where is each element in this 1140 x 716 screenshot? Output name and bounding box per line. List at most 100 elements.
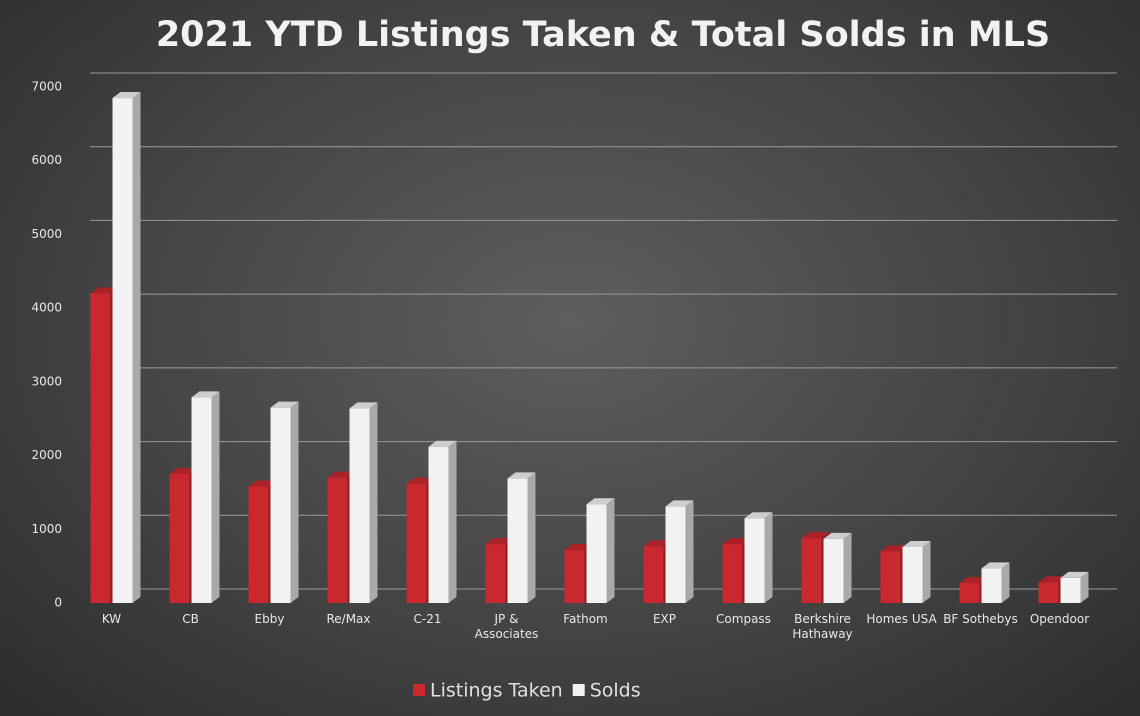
bar <box>981 562 1010 603</box>
bar-face <box>327 477 348 603</box>
bar-face <box>169 468 198 474</box>
bar-face <box>428 446 449 603</box>
legend-label: Listings Taken <box>430 680 563 702</box>
bar-face <box>428 440 457 447</box>
x-tick-label: Opendoor <box>1029 612 1090 626</box>
bar-face <box>922 540 931 603</box>
y-tick-label: 6000 <box>31 153 62 167</box>
bar-face <box>880 545 909 552</box>
bar <box>1060 571 1089 603</box>
y-tick-label: 7000 <box>31 80 62 94</box>
x-tick-label: C-21 <box>413 612 442 626</box>
y-tick-label: 3000 <box>31 374 62 388</box>
bar-face <box>744 512 773 519</box>
bar-face <box>191 397 212 603</box>
y-tick-label: 2000 <box>31 448 62 462</box>
bar-face <box>369 402 378 603</box>
x-tick-label: Fathom <box>563 612 608 626</box>
bar-face <box>823 538 844 603</box>
bar-face <box>981 568 1002 603</box>
bar-face <box>248 480 277 487</box>
bar-face <box>564 549 585 603</box>
bar-face <box>349 408 370 603</box>
bar-face <box>722 544 743 603</box>
bar-face <box>132 92 141 604</box>
bar-face <box>665 500 694 507</box>
bar-face <box>685 500 694 603</box>
bar <box>428 440 457 603</box>
bar-face <box>248 486 269 603</box>
bar-face <box>527 472 536 603</box>
bar-face <box>959 583 980 603</box>
bar <box>823 532 852 603</box>
legend-label: Solds <box>590 680 641 702</box>
bar-face <box>448 440 457 603</box>
bar-face <box>270 401 299 408</box>
bar-face <box>169 474 190 603</box>
legend-swatch <box>413 684 425 696</box>
bar-face <box>764 512 773 603</box>
bar-face <box>90 293 111 603</box>
bar <box>349 402 378 603</box>
bar-face <box>586 498 615 505</box>
bar-face <box>902 546 923 603</box>
bar <box>507 472 536 603</box>
bar-face <box>823 532 852 539</box>
bar-face <box>880 551 901 603</box>
bar-face <box>485 538 514 545</box>
bar-face <box>643 540 672 547</box>
y-tick-label: 0 <box>54 596 62 610</box>
bar-face <box>191 391 220 398</box>
bar <box>112 92 141 604</box>
x-tick-label: BF Sothebys <box>943 612 1018 626</box>
x-tick-label: Ebby <box>254 612 285 626</box>
bar-face <box>606 498 615 603</box>
bar <box>665 500 694 603</box>
x-tick-label: KW <box>101 612 122 626</box>
x-tick-label: Homes USA <box>866 612 937 626</box>
bar-face <box>507 472 536 479</box>
bar-face <box>744 518 765 603</box>
x-tick-label: CB <box>182 612 199 626</box>
bar-face <box>327 471 356 478</box>
bar <box>270 401 299 603</box>
bar-face <box>843 532 852 603</box>
bar-face <box>290 401 299 603</box>
legend-swatch <box>572 684 585 696</box>
x-tick-label: JP & Associates <box>474 612 539 641</box>
bar <box>586 498 615 603</box>
bar-face <box>406 477 435 484</box>
bar-face <box>1038 576 1067 583</box>
y-tick-label: 5000 <box>31 227 62 241</box>
bar-face <box>665 506 686 603</box>
bar <box>744 512 773 603</box>
bar-face <box>643 546 664 603</box>
bar-face <box>112 98 133 604</box>
bar-face <box>722 538 751 545</box>
bar-face <box>1060 571 1089 578</box>
x-tick-label: Re/Max <box>326 612 371 626</box>
bar-face <box>801 532 830 539</box>
y-tick-label: 4000 <box>31 301 62 315</box>
bar-face <box>211 391 220 603</box>
bar-face <box>1060 577 1081 603</box>
x-tick-label: EXP <box>652 612 677 626</box>
bar-face <box>801 538 822 603</box>
bar <box>902 540 931 603</box>
bar-face <box>981 562 1010 569</box>
bar-face <box>1038 582 1059 603</box>
chart-title: 2021 YTD Listings Taken & Total Solds in… <box>156 15 1050 55</box>
bar-face <box>349 402 378 409</box>
bar <box>191 391 220 603</box>
bar-face <box>902 540 931 547</box>
bar-face <box>507 478 528 603</box>
bar-face <box>406 483 427 603</box>
y-tick-label: 1000 <box>31 522 62 536</box>
x-tick-label: Compass <box>716 612 771 626</box>
x-tick-label: Berkshire Hathaway <box>792 612 853 641</box>
bar-face <box>270 407 291 603</box>
bar-face <box>564 543 593 550</box>
bar-face <box>1080 571 1089 603</box>
